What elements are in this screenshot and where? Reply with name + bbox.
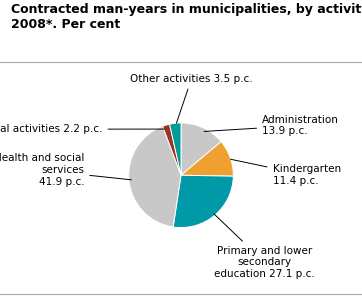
Wedge shape <box>129 126 181 227</box>
Text: Cultural activities 2.2 p.c.: Cultural activities 2.2 p.c. <box>0 124 164 134</box>
Wedge shape <box>181 142 233 176</box>
Wedge shape <box>173 175 233 228</box>
Text: Health and social
services
41.9 p.c.: Health and social services 41.9 p.c. <box>0 153 131 187</box>
Wedge shape <box>181 123 221 175</box>
Wedge shape <box>163 124 181 175</box>
Text: Administration
13.9 p.c.: Administration 13.9 p.c. <box>204 115 339 136</box>
Text: Kindergarten
11.4 p.c.: Kindergarten 11.4 p.c. <box>231 159 341 186</box>
Text: Contracted man-years in municipalities, by activity.
2008*. Per cent: Contracted man-years in municipalities, … <box>11 3 362 31</box>
Text: Primary and lower
secondary
education 27.1 p.c.: Primary and lower secondary education 27… <box>214 214 315 279</box>
Text: Other activities 3.5 p.c.: Other activities 3.5 p.c. <box>130 74 253 123</box>
Wedge shape <box>169 123 181 175</box>
